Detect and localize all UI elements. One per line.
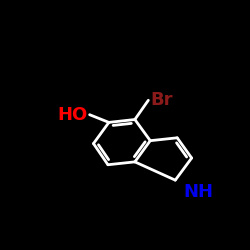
Text: HO: HO bbox=[58, 106, 88, 124]
Text: NH: NH bbox=[183, 183, 213, 201]
Text: Br: Br bbox=[150, 91, 173, 109]
